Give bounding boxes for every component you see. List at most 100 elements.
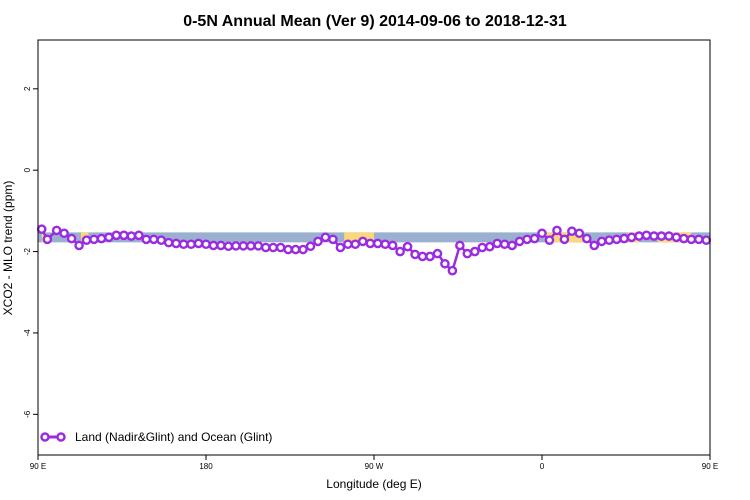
data-point [514, 236, 525, 247]
data-point [163, 237, 174, 248]
data-point [596, 236, 607, 247]
data-point [186, 239, 196, 250]
data-point [119, 230, 129, 241]
data-point [671, 232, 682, 243]
data-point [245, 241, 256, 251]
data-point [656, 231, 667, 241]
data-point [335, 242, 346, 253]
data-point [372, 238, 383, 249]
data-point [59, 228, 69, 239]
data-point [484, 241, 495, 252]
data-point [537, 228, 547, 239]
data-point [328, 234, 338, 245]
x-axis-label: Longitude (deg E) [326, 477, 421, 491]
data-point [395, 246, 405, 257]
data-point [357, 236, 368, 247]
data-point [425, 251, 435, 262]
data-point [611, 234, 622, 245]
data-point [275, 242, 286, 253]
data-point [231, 241, 241, 251]
x-tick-label: 90 E [702, 462, 718, 471]
data-point [432, 248, 443, 259]
data-point [447, 265, 458, 276]
data-point [402, 241, 413, 252]
data-point [582, 233, 592, 244]
data-point [104, 232, 114, 243]
data-point [148, 234, 159, 245]
data-point [469, 246, 480, 257]
data-point [178, 239, 189, 250]
y-tick-label: 0 [23, 167, 32, 172]
data-point [66, 233, 77, 244]
data-point [477, 242, 488, 253]
data-point [260, 242, 271, 253]
data-point [440, 258, 450, 269]
data-point [701, 235, 712, 245]
data-point [686, 234, 697, 245]
data-point [544, 235, 555, 245]
data-point [290, 244, 301, 255]
data-point [522, 234, 532, 245]
data-point [604, 235, 615, 245]
data-point [111, 230, 122, 241]
data-point [201, 239, 211, 250]
series-layer [36, 224, 712, 276]
chart-title: 0-5N Annual Mean (Ver 9) 2014-09-06 to 2… [183, 13, 567, 30]
x-axis: 90 E 180 90 W 0 90 E [30, 455, 718, 471]
legend-marker-left [40, 432, 50, 442]
data-point [126, 231, 137, 241]
data-point [410, 249, 420, 260]
data-point [574, 228, 585, 239]
data-point [649, 231, 659, 241]
data-point [387, 240, 398, 251]
data-point [320, 232, 331, 243]
data-point [619, 233, 629, 244]
data-point [694, 234, 704, 245]
y-axis: 2 0 -2 -4 -6 [23, 86, 38, 418]
y-tick-label: -6 [23, 410, 32, 418]
data-point [529, 233, 540, 244]
data-point [253, 241, 264, 251]
data-point [567, 226, 577, 237]
data-point [365, 238, 376, 249]
y-tick-label: -4 [23, 329, 32, 337]
data-point [89, 234, 99, 245]
data-point [499, 239, 510, 250]
data-point [380, 239, 391, 250]
x-tick-label: 180 [199, 462, 213, 471]
data-point [552, 225, 562, 236]
x-tick-label: 90 E [30, 462, 46, 471]
data-point [171, 238, 181, 249]
data-point [634, 231, 644, 241]
data-point [141, 234, 152, 245]
data-point [81, 235, 92, 245]
data-point [350, 239, 361, 250]
data-point [589, 240, 600, 251]
data-point [74, 240, 84, 251]
legend-marker-right [56, 432, 66, 442]
data-point [133, 230, 144, 241]
data-point [208, 240, 219, 251]
data-point [193, 238, 204, 249]
data-point [156, 235, 166, 245]
data-point [51, 225, 62, 236]
legend: Land (Nadir&Glint) and Ocean (Glint) [40, 430, 272, 444]
data-point [283, 244, 293, 255]
data-point [455, 240, 465, 251]
x-tick-label: 0 [540, 462, 545, 471]
data-point [268, 242, 279, 253]
data-point [42, 234, 53, 245]
data-point [238, 241, 249, 251]
x-tick-label: 90 W [365, 462, 384, 471]
y-tick-label: 2 [23, 86, 32, 91]
data-point [223, 241, 234, 252]
data-point [298, 244, 308, 255]
data-point [679, 233, 689, 244]
data-point [305, 241, 316, 252]
data-point [417, 251, 428, 262]
y-tick-label: -2 [23, 247, 32, 255]
data-point [36, 224, 47, 234]
plot-frame [37, 39, 711, 456]
data-point [507, 240, 517, 251]
